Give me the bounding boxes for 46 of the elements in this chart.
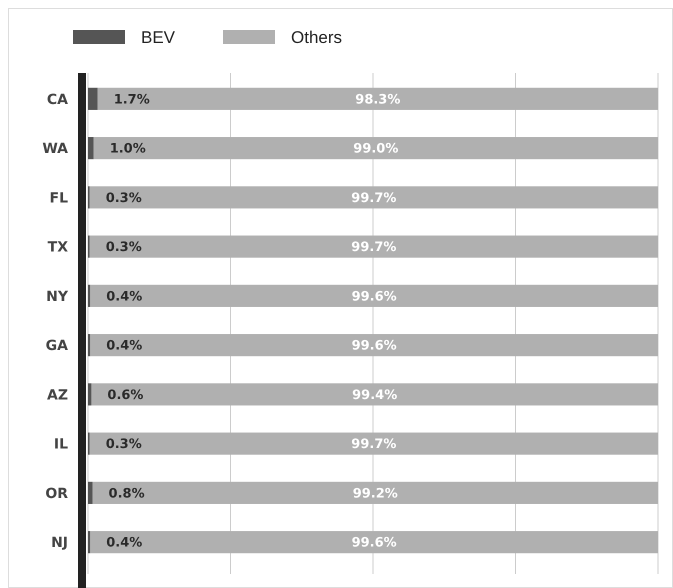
data-label: 98.3% <box>355 92 400 108</box>
y-tick-label: FL <box>50 190 68 206</box>
bar <box>88 482 93 504</box>
bar <box>92 482 658 504</box>
y-tick-label: TX <box>48 240 68 256</box>
data-label: 0.4% <box>106 338 142 354</box>
legend-label: BEV <box>141 28 176 47</box>
data-label: 0.8% <box>108 486 145 502</box>
data-label: 99.6% <box>352 338 397 354</box>
bar <box>90 284 658 307</box>
data-label: 0.4% <box>106 289 142 304</box>
legend-label: Others <box>291 28 342 47</box>
data-label: 99.2% <box>352 486 398 502</box>
bar <box>90 186 658 208</box>
y-tick-label: IL <box>54 436 68 453</box>
data-label: 99.7% <box>351 240 396 256</box>
data-label: 99.6% <box>352 289 397 304</box>
bar <box>90 531 658 554</box>
data-label: 99.7% <box>351 437 396 452</box>
y-tick-label: OR <box>45 486 68 502</box>
y-tick-label: CA <box>46 92 68 108</box>
bar <box>91 383 658 406</box>
bar <box>98 88 658 110</box>
y-tick-label: GA <box>46 338 68 354</box>
bar <box>94 137 658 160</box>
y-tick-label: NJ <box>51 535 68 552</box>
data-label: 0.3% <box>106 240 142 256</box>
bar <box>90 432 658 455</box>
bar <box>88 137 94 160</box>
bar <box>88 88 98 110</box>
data-label: 0.4% <box>106 536 142 551</box>
data-label: 99.0% <box>353 142 398 157</box>
data-label: 1.7% <box>114 92 150 108</box>
y-tick-label: NY <box>46 288 69 305</box>
data-label: 0.3% <box>106 437 142 452</box>
bar <box>88 383 92 406</box>
data-label: 99.4% <box>352 388 398 403</box>
data-label: 0.6% <box>107 388 144 403</box>
y-tick-label: AZ <box>47 387 68 404</box>
bar <box>90 334 658 356</box>
data-label: 99.6% <box>352 536 397 551</box>
y-tick-label: WA <box>42 141 68 158</box>
data-label: 1.0% <box>110 142 146 157</box>
data-label: 0.3% <box>106 190 142 206</box>
data-label: 99.7% <box>351 190 396 206</box>
bar <box>90 236 658 258</box>
